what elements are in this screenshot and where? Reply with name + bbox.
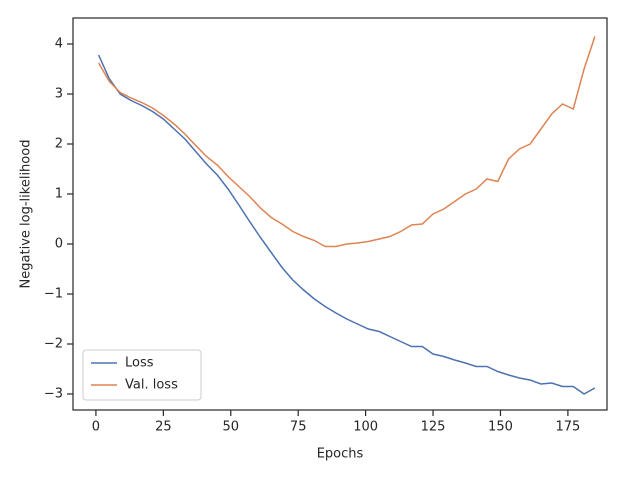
y-tick-label: 4 xyxy=(55,37,63,52)
legend-label: Loss xyxy=(125,356,154,371)
y-tick-label: 1 xyxy=(55,187,63,202)
x-tick-label: 100 xyxy=(353,420,378,435)
plot-frame xyxy=(72,17,608,411)
y-tick-label: −1 xyxy=(44,287,63,302)
x-tick-label: 25 xyxy=(155,420,172,435)
x-tick-label: 150 xyxy=(488,420,513,435)
x-axis-label: Epochs xyxy=(317,447,364,462)
line-series xyxy=(97,54,596,395)
x-tick-label: 175 xyxy=(555,420,580,435)
x-tick-label: 125 xyxy=(421,420,446,435)
x-tick-label: 50 xyxy=(222,420,239,435)
y-tick-label: −3 xyxy=(44,387,63,402)
line-series xyxy=(97,36,596,248)
legend-label: Val. loss xyxy=(125,378,178,393)
x-tick-label: 0 xyxy=(92,420,100,435)
x-tick-label: 75 xyxy=(290,420,307,435)
y-tick-label: 3 xyxy=(55,87,63,102)
y-tick-label: 0 xyxy=(55,237,63,252)
y-tick-label: −2 xyxy=(44,337,63,352)
y-tick-label: 2 xyxy=(55,137,63,152)
y-axis-label: Negative log-likelihood xyxy=(19,140,34,289)
